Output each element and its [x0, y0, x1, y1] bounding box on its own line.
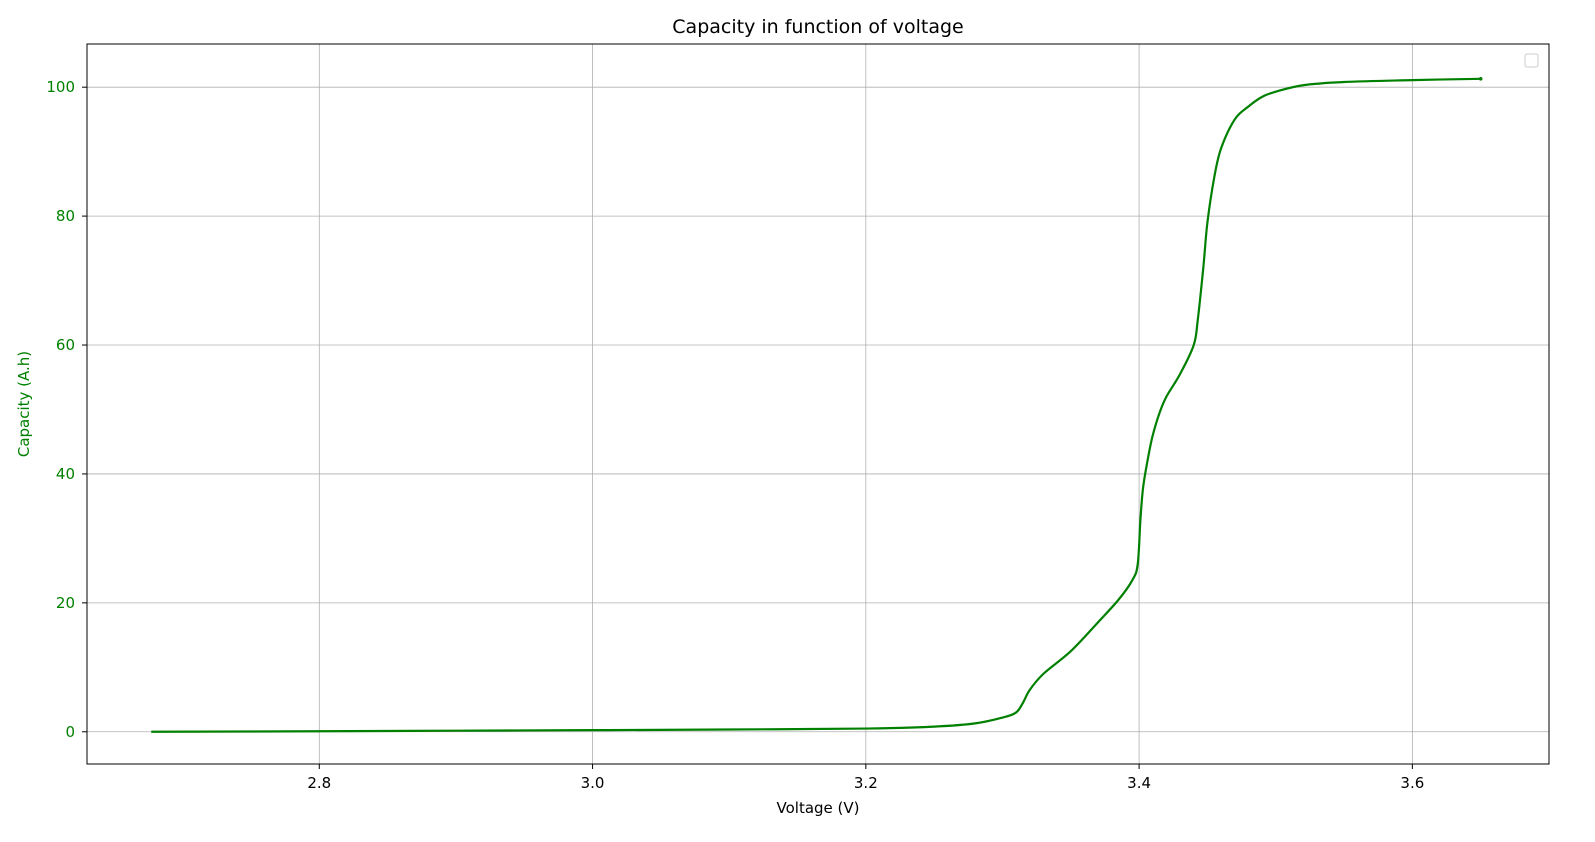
y-tick-label: 40	[56, 465, 75, 483]
x-tick-label: 3.6	[1400, 774, 1424, 792]
y-axis-label: Capacity (A.h)	[15, 351, 33, 457]
y-tick-label: 60	[56, 336, 75, 354]
y-axis-ticks: 0 20 40 60 80 100	[46, 78, 87, 741]
y-tick-label: 100	[46, 78, 75, 96]
x-tick-label: 3.0	[581, 774, 605, 792]
x-tick-label: 3.2	[854, 774, 878, 792]
series-end-point	[1478, 77, 1483, 81]
grid-lines	[87, 44, 1549, 764]
y-tick-label: 0	[65, 723, 75, 741]
series-layer	[151, 77, 1483, 733]
capacity-series-line	[151, 77, 1481, 733]
x-axis-ticks: 2.8 3.0 3.2 3.4 3.6	[307, 764, 1424, 792]
x-tick-label: 3.4	[1127, 774, 1151, 792]
chart-title: Capacity in function of voltage	[672, 16, 963, 38]
y-tick-label: 20	[56, 594, 75, 612]
x-axis-label: Voltage (V)	[777, 799, 860, 817]
x-tick-label: 2.8	[307, 774, 331, 792]
plot-area-frame	[86, 43, 1550, 765]
y-tick-label: 80	[56, 207, 75, 225]
legend-box	[1524, 53, 1539, 68]
